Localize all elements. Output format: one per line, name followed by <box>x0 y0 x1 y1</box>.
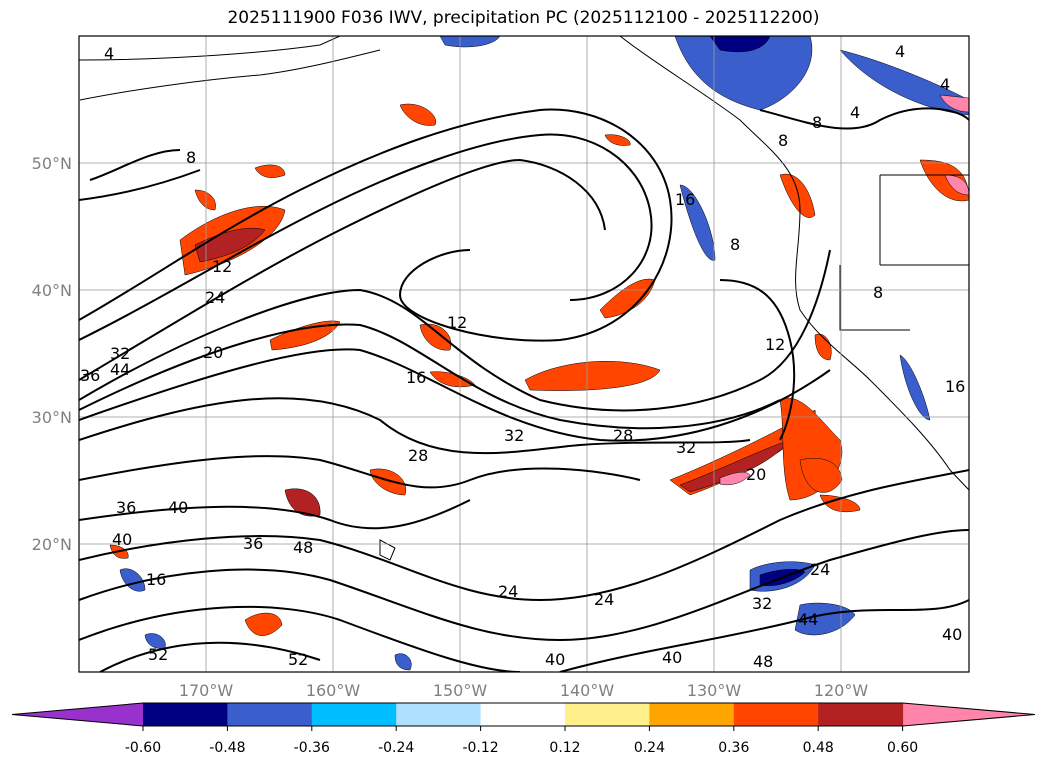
contour-label: 44 <box>110 360 130 379</box>
lon-axis: 170°W 160°W 150°W 140°W 130°W 120°W <box>179 681 869 700</box>
colorbar-tick-label: 0.24 <box>634 740 665 756</box>
colorbar <box>11 702 1036 731</box>
colorbar-tick-label: 0.36 <box>718 740 749 756</box>
contour-label: 20 <box>746 465 766 484</box>
contour-label: 52 <box>148 645 168 664</box>
map-frame <box>78 35 970 673</box>
contour-label: 20 <box>203 343 223 362</box>
colorbar-tick-label: 0.48 <box>803 740 834 756</box>
contour-label: 32 <box>110 344 130 363</box>
contour-label: 16 <box>675 190 695 209</box>
contour-labels: 4 4 4 8 8 8 8 12 12 12 16 16 16 20 20 24… <box>80 42 965 671</box>
contour-label: 32 <box>504 426 524 445</box>
colorbar-tick-labels: -0.60 -0.48 -0.36 -0.24 -0.12 0.12 0.24 … <box>125 740 918 756</box>
lat-label: 20°N <box>32 535 72 554</box>
contour-label: 24 <box>810 560 830 579</box>
contour-label: 40 <box>545 650 565 669</box>
colorbar-tick-label: 0.12 <box>549 740 580 756</box>
contour-label: 44 <box>798 610 818 629</box>
lon-label: 170°W <box>179 681 234 700</box>
colorbar-tick-label: -0.12 <box>462 740 498 756</box>
contour-label: 40 <box>168 498 188 517</box>
lat-label: 40°N <box>32 281 72 300</box>
colorbar-tick-label: -0.60 <box>125 740 161 756</box>
contour-label: 28 <box>408 446 428 465</box>
colorbar-segment <box>396 703 482 726</box>
contour-label: 4 <box>850 103 860 122</box>
lon-label: 130°W <box>687 681 742 700</box>
contour-label: 8 <box>186 148 196 167</box>
contour-label: 16 <box>406 368 426 387</box>
lon-label: 120°W <box>814 681 869 700</box>
contour-label: 40 <box>942 625 962 644</box>
contour-label: 24 <box>205 288 225 307</box>
colorbar-segment <box>649 703 735 726</box>
contour-label: 28 <box>613 426 633 445</box>
lon-label: 160°W <box>306 681 361 700</box>
contour-label: 8 <box>873 283 883 302</box>
contour-label: 8 <box>730 235 740 254</box>
contour-label: 8 <box>778 131 788 150</box>
contour-label: 4 <box>104 44 114 63</box>
contour-label: 40 <box>662 648 682 667</box>
contour-label: 24 <box>498 582 518 601</box>
lon-label: 140°W <box>560 681 615 700</box>
lat-label: 50°N <box>32 154 72 173</box>
contour-label: 4 <box>895 42 905 61</box>
colorbar-segment <box>733 703 819 726</box>
colorbar-segment <box>311 703 397 726</box>
lon-label: 150°W <box>433 681 488 700</box>
contour-label: 12 <box>212 257 232 276</box>
contour-label: 36 <box>116 498 136 517</box>
colorbar-tick-label: -0.36 <box>294 740 330 756</box>
colorbar-segment <box>565 703 650 726</box>
contour-label: 36 <box>243 534 263 553</box>
map-area <box>79 36 969 672</box>
contour-label: 16 <box>146 570 166 589</box>
colorbar-segment <box>818 703 904 726</box>
contour-label: 12 <box>447 313 467 332</box>
colorbar-segment <box>143 703 228 726</box>
contour-label: 16 <box>945 377 965 396</box>
colorbar-tick-label: -0.24 <box>378 740 414 756</box>
contour-label: 36 <box>80 366 100 385</box>
graticule <box>79 36 969 672</box>
contour-label: 40 <box>112 530 132 549</box>
colorbar-extend-low <box>12 703 143 726</box>
contour-label: 8 <box>812 113 822 132</box>
lat-label: 30°N <box>32 408 72 427</box>
iwv-contours <box>79 107 969 672</box>
colorbar-tick-label: -0.48 <box>209 740 245 756</box>
contour-label: 32 <box>676 438 696 457</box>
contour-label: 12 <box>765 335 785 354</box>
colorbar-extend-high <box>902 703 1035 726</box>
colorbar-tick-label: 0.60 <box>887 740 918 756</box>
figure-title: 2025111900 F036 IWV, precipitation PC (2… <box>227 8 820 28</box>
colorbar-segment <box>227 703 313 726</box>
contour-label: 4 <box>940 75 950 94</box>
contour-label: 48 <box>753 652 773 671</box>
contour-label: 52 <box>288 650 308 669</box>
contour-label: 32 <box>752 594 772 613</box>
contour-label: 24 <box>594 590 614 609</box>
lat-axis: 50°N 40°N 30°N 20°N <box>32 154 72 554</box>
contour-label: 48 <box>293 538 313 557</box>
colorbar-segment <box>480 703 566 726</box>
